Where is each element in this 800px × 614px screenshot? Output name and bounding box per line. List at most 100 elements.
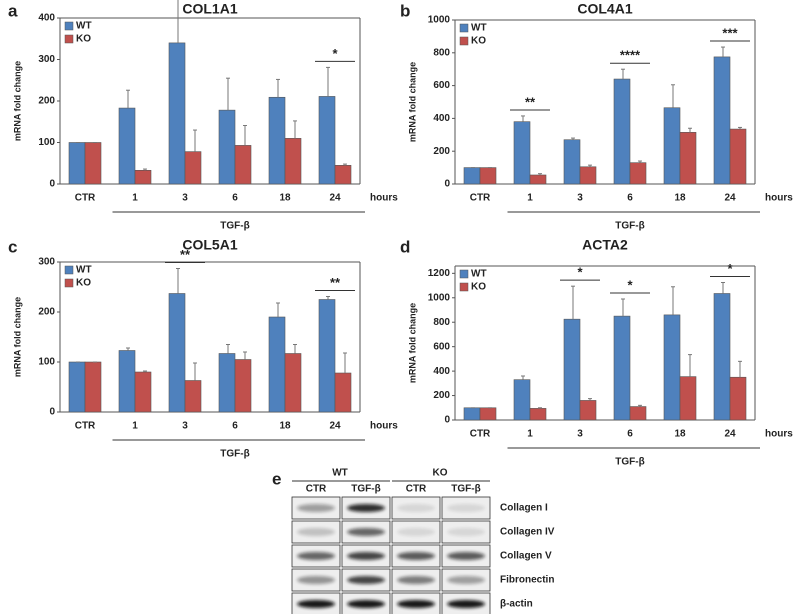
y-tick-label: 1000 <box>428 292 451 303</box>
bar <box>318 96 336 185</box>
blot-band <box>397 576 435 584</box>
bar <box>679 376 697 421</box>
blot-band <box>397 528 435 536</box>
chart-title: COL1A1 <box>182 1 237 17</box>
treatment-label: TGF-β <box>220 449 249 460</box>
y-tick-label: 400 <box>433 113 450 124</box>
bar-chart: d ACTA2 mRNA fold change 0 200 400 600 800 1000 1… <box>400 237 793 468</box>
x-tick-label: 6 <box>232 421 238 432</box>
bar <box>234 359 252 413</box>
x-tick-label: 1 <box>527 429 533 440</box>
x-unit: hours <box>370 421 398 432</box>
bar <box>729 128 747 185</box>
legend-swatch <box>64 21 74 31</box>
bar <box>268 96 286 185</box>
y-tick-label: 200 <box>38 307 55 318</box>
chart-title: ACTA2 <box>582 237 628 253</box>
y-axis-label: mRNA fold change <box>407 62 417 142</box>
significance-label: * <box>627 277 633 292</box>
bar <box>463 167 481 185</box>
x-tick-label: CTR <box>75 193 96 204</box>
significance-label: ** <box>330 275 341 290</box>
blot-band <box>297 600 335 608</box>
chart-title: COL4A1 <box>577 1 632 17</box>
panel-letter: b <box>400 1 410 20</box>
blot-band <box>347 600 385 608</box>
blot-band <box>397 504 435 512</box>
y-tick-label: 600 <box>433 80 450 91</box>
bar <box>134 371 152 413</box>
blot-band <box>397 600 435 608</box>
blot-band <box>447 504 485 512</box>
bar <box>579 400 597 421</box>
legend-label: KO <box>471 36 486 47</box>
bar <box>613 315 631 421</box>
bar <box>463 407 481 421</box>
x-tick-label: 3 <box>577 429 583 440</box>
row-label: Collagen V <box>500 551 552 562</box>
blot-band <box>347 576 385 584</box>
bar <box>513 379 531 421</box>
bar <box>84 142 102 185</box>
blot-band <box>347 552 385 560</box>
bar <box>168 293 186 413</box>
lane-label: CTR <box>306 484 327 495</box>
y-tick-label: 1000 <box>428 15 451 26</box>
bar <box>679 132 697 185</box>
legend-label: WT <box>76 265 92 276</box>
blot-band <box>397 552 435 560</box>
bar-chart: a COL1A1 mRNA fold change 0 100 200 300 400 CTR 1… <box>8 0 398 232</box>
x-tick-label: 6 <box>232 193 238 204</box>
y-tick-label: 600 <box>433 341 450 352</box>
blot-band <box>297 504 335 512</box>
lane-label: TGF-β <box>451 484 480 495</box>
bar <box>563 318 581 421</box>
blot-band <box>447 600 485 608</box>
panel-letter: d <box>400 237 410 256</box>
y-axis-label: mRNA fold change <box>407 303 417 383</box>
bar <box>334 165 352 185</box>
bar <box>729 376 747 421</box>
x-tick-label: 1 <box>132 421 138 432</box>
bar <box>268 316 286 413</box>
blot-band <box>347 528 385 536</box>
y-tick-label: 0 <box>49 179 55 190</box>
y-tick-label: 200 <box>38 96 55 107</box>
panel-letter: e <box>272 469 281 488</box>
bar <box>479 407 497 421</box>
significance-label: ** <box>180 247 191 262</box>
row-label: Collagen I <box>500 503 548 514</box>
x-tick-label: 18 <box>674 193 686 204</box>
y-tick-label: 200 <box>433 390 450 401</box>
y-tick-label: 0 <box>444 415 450 426</box>
legend-label: WT <box>471 269 487 280</box>
bar <box>529 174 547 185</box>
x-tick-label: 18 <box>279 421 291 432</box>
x-tick-label: 18 <box>279 193 291 204</box>
legend-label: KO <box>471 282 486 293</box>
bar <box>713 56 731 185</box>
x-tick-label: 24 <box>329 421 341 432</box>
y-tick-label: 400 <box>38 13 55 24</box>
bar <box>284 353 302 413</box>
bar-chart: c COL5A1 mRNA fold change 0 100 200 300 CTR 1 3 **… <box>8 237 398 460</box>
blot-band <box>347 504 385 512</box>
row-label: Fibronectin <box>500 575 554 586</box>
legend-label: KO <box>76 34 91 45</box>
y-tick-label: 300 <box>38 257 55 268</box>
treatment-label: TGF-β <box>615 221 644 232</box>
bar <box>479 167 497 185</box>
lane-label: TGF-β <box>351 484 380 495</box>
bar <box>334 372 352 413</box>
bar <box>168 42 186 185</box>
panel-letter: c <box>8 237 17 256</box>
bar <box>118 107 136 185</box>
legend-swatch <box>459 23 469 33</box>
y-tick-label: 100 <box>38 137 55 148</box>
bar <box>663 107 681 185</box>
bar <box>68 142 86 185</box>
y-tick-label: 800 <box>433 47 450 58</box>
blot-band <box>447 528 485 536</box>
x-tick-label: 6 <box>627 429 633 440</box>
